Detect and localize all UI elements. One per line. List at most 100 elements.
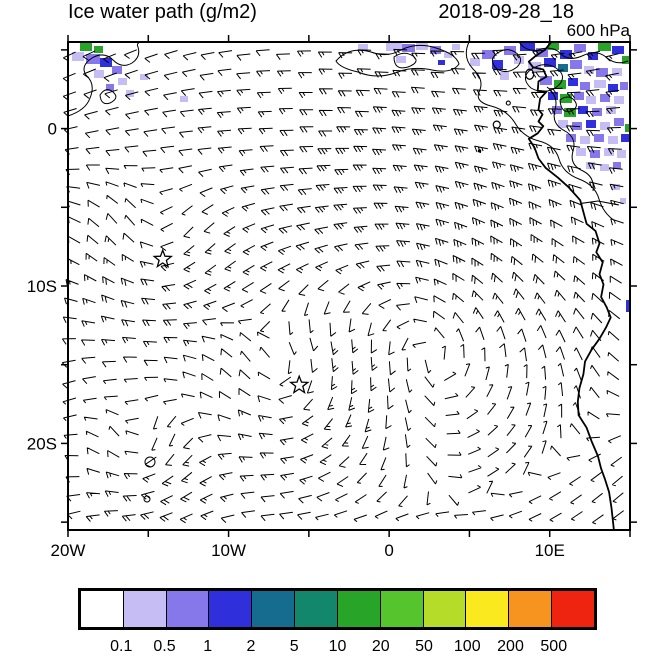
iwp-shaded-cell	[504, 46, 516, 55]
iwp-shaded-cell	[600, 164, 609, 171]
iwp-contour	[491, 49, 521, 73]
y-axis-label: 20S	[27, 434, 57, 453]
pressure-level: 600 hPa	[566, 21, 630, 40]
iwp-shaded-cell	[594, 134, 604, 142]
iwp-shaded-cell	[544, 58, 556, 67]
iwp-shaded-cell	[560, 50, 572, 59]
iwp-contour	[518, 41, 629, 64]
iwp-shaded-cell	[596, 68, 608, 77]
x-axis-label: 20W	[51, 541, 86, 560]
iwp-shaded-cell	[514, 56, 524, 64]
iwp-shaded-cell	[470, 58, 480, 66]
iwp-shaded-cell	[584, 66, 594, 74]
colorbar-tick-label: 10	[328, 638, 347, 655]
colorbar-tick-label: 100	[453, 638, 481, 655]
iwp-shaded-cell	[552, 106, 562, 114]
iwp-shaded-cell	[94, 46, 103, 53]
iwp-shaded-cell	[600, 94, 610, 102]
colorbar-tick-label: 0.5	[153, 638, 176, 655]
axis-ticks	[61, 35, 637, 537]
iwp-shaded-cell	[592, 108, 602, 116]
colorbar-cell	[552, 591, 594, 627]
colorbar-cells	[78, 588, 597, 630]
y-axis-label: 0	[48, 120, 57, 139]
iwp-contour	[393, 52, 417, 69]
iwp-shaded-cell	[548, 92, 558, 100]
iwp-shaded-cell	[564, 108, 576, 117]
iwp-shaded-cell	[586, 162, 595, 169]
iwp-shaded-cell	[576, 148, 586, 156]
iwp-shaded-cell	[416, 42, 428, 50]
wind-barb-field	[61, 48, 624, 525]
iwp-shaded-cell	[520, 42, 535, 51]
iwp-shaded-cell	[574, 92, 584, 100]
iwp-contour	[465, 41, 616, 222]
iwp-shaded-cell	[574, 44, 586, 52]
iwp-shaded-cell	[528, 62, 541, 71]
iwp-shaded-cell	[590, 150, 600, 158]
iwp-shaded-cell	[608, 136, 618, 144]
iwp-shaded-cell	[444, 52, 452, 58]
x-axis-label: 10E	[535, 541, 565, 560]
iwp-shaded-cell	[620, 82, 628, 90]
iwp-shaded-cell	[72, 52, 84, 61]
iwp-shaded-cell	[612, 46, 624, 54]
colorbar-cell	[509, 591, 553, 627]
iwp-shaded-cell	[620, 198, 626, 204]
iwp-shaded-cell	[612, 184, 620, 190]
colorbar-cell	[295, 591, 338, 627]
colorbar-cell	[209, 591, 253, 627]
iwp-shaded-cell	[112, 66, 122, 74]
iwp-shaded-cell	[626, 300, 630, 312]
iwp-shaded-cell	[586, 96, 596, 104]
iwp-shaded-cell	[94, 70, 104, 78]
iwp-shaded-cell	[80, 42, 92, 51]
iwp-shaded-cell	[598, 42, 611, 51]
colorbar-tick-label: 1	[203, 638, 213, 655]
wind-barbs	[61, 48, 624, 525]
iwp-shaded-cell	[548, 42, 559, 50]
colorbar-labels: 0.1 0.5 1 2 5 10 20 50 100 200 500	[78, 638, 597, 660]
iwp-shaded-cell	[594, 80, 606, 88]
iwp-shaded-cell	[396, 56, 406, 63]
iwp-contour	[559, 96, 577, 112]
x-axis-label: 10W	[211, 541, 246, 560]
iwp-shading	[72, 42, 630, 312]
iwp-shaded-cell	[612, 68, 622, 76]
iwp-contour	[525, 64, 563, 92]
colorbar-cell	[252, 591, 296, 627]
iwp-shaded-cell	[608, 84, 618, 92]
iwp-contour-circle	[143, 495, 151, 503]
iwp-shaded-cell	[568, 78, 578, 86]
iwp-shaded-cell	[140, 74, 148, 80]
island-principe	[505, 100, 511, 106]
iwp-shaded-cell	[482, 50, 495, 59]
iwp-shaded-cell	[358, 44, 368, 51]
iwp-contour	[546, 86, 594, 192]
iwp-shaded-cell	[386, 42, 402, 51]
iwp-shaded-cell	[402, 44, 415, 52]
colorbar-cell	[81, 591, 124, 627]
iwp-shaded-cell	[126, 90, 134, 97]
colorbar-tick-label: 200	[497, 638, 524, 655]
iwp-shaded-cell	[452, 44, 460, 50]
iwp-shaded-cell	[566, 134, 576, 142]
colorbar-cell	[337, 591, 381, 627]
colorbar-cell	[466, 591, 510, 627]
star-marker	[288, 374, 310, 394]
colorbar-cell	[423, 591, 467, 627]
iwp-contour	[67, 41, 142, 117]
iwp-shaded-cell	[86, 54, 100, 64]
y-axis-label: 10S	[27, 277, 57, 296]
iwp-shaded-cell	[622, 56, 630, 64]
colorbar-tick-label: 50	[415, 638, 433, 655]
iwp-shaded-cell	[500, 72, 509, 80]
axis-labels: 20W 10W 0 10E 0 10S 20S	[27, 120, 565, 560]
colorbar-tick-label: 20	[371, 638, 390, 655]
chart-title: Ice water path (g/m2)	[68, 1, 257, 23]
iwp-shaded-cell	[106, 84, 114, 91]
star-marker	[152, 248, 174, 269]
colorbar-tick-label: 2	[246, 638, 256, 655]
storm-markers	[152, 248, 310, 394]
